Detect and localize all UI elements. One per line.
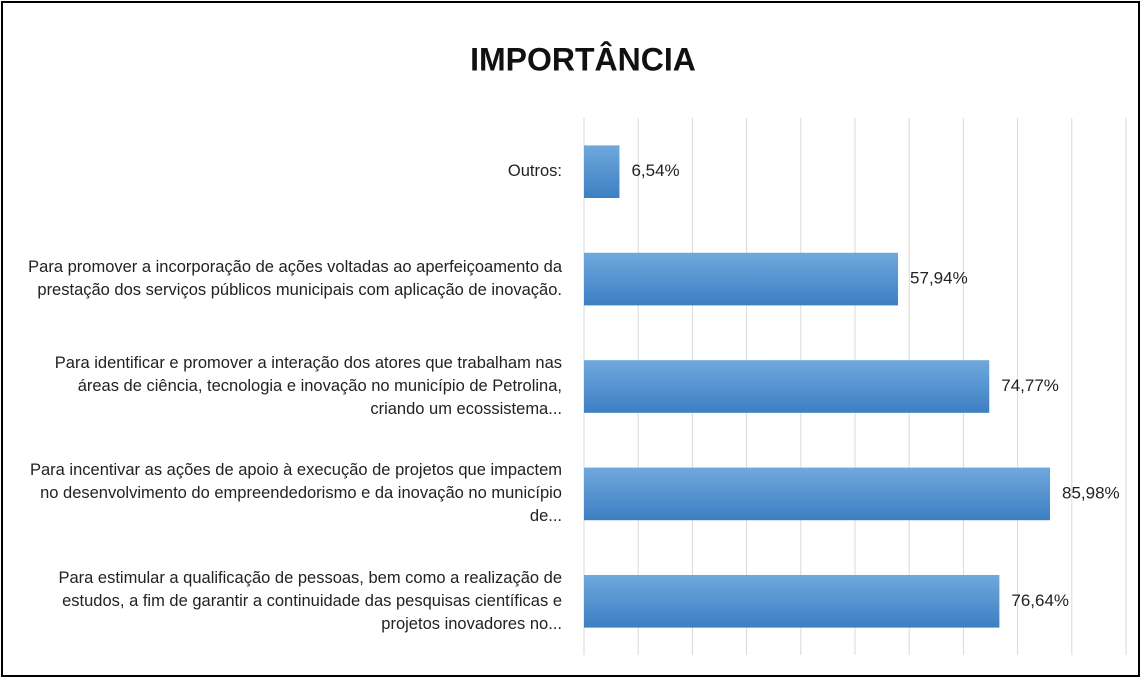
category-label: Para incentivar as ações de apoio à exec… — [30, 461, 562, 526]
value-label: 76,64% — [1011, 591, 1069, 610]
bar — [584, 574, 1000, 628]
category-label: Para estimular a qualificação de pessoas… — [58, 568, 562, 633]
category-label: Para promover a incorporação de ações vo… — [28, 258, 562, 300]
value-label: 74,77% — [1001, 376, 1059, 395]
bar — [584, 360, 990, 413]
value-label: 85,98% — [1062, 483, 1120, 502]
category-label: Para identificar e promover a interação … — [54, 353, 562, 418]
bar — [584, 145, 620, 199]
category-label: Outros: — [507, 162, 562, 181]
value-label: 6,54% — [631, 161, 679, 180]
bar — [584, 467, 1051, 521]
chart-title: IMPORTÂNCIA — [470, 41, 696, 77]
bar — [584, 252, 899, 306]
value-label: 57,94% — [910, 269, 968, 288]
